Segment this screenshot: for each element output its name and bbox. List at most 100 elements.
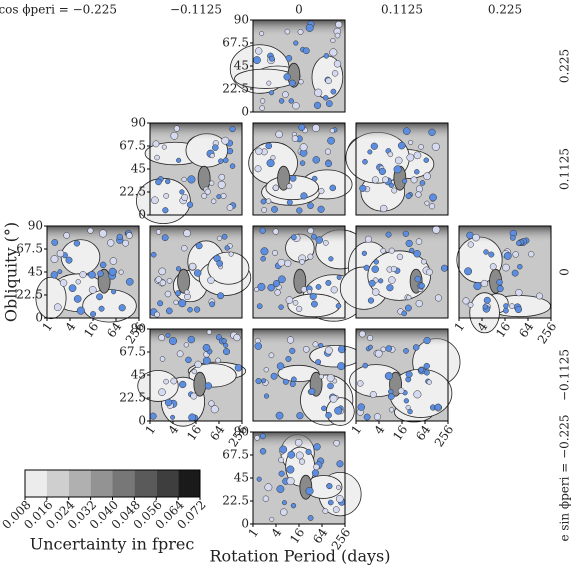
sample-point [170,131,179,140]
sample-point [76,306,85,315]
sample-point [221,338,227,344]
sample-point [287,450,296,459]
sample-point [511,269,519,277]
y-tick-label: 0 [138,208,146,222]
sample-point [87,227,94,234]
sample-point [298,458,306,465]
sample-point [88,270,96,279]
sample-point [286,199,293,206]
sample-point [260,247,269,256]
sample-point [472,233,480,242]
sample-point [65,256,73,264]
sample-point [158,334,165,342]
sample-point [155,178,162,186]
sample-point [305,23,314,32]
sample-point [362,362,369,369]
sample-point [201,192,208,199]
sample-point [263,367,269,373]
sample-point [334,32,341,39]
x-tick-label: 1 [142,423,158,437]
sample-point [296,305,303,312]
sample-point [289,347,296,354]
sample-point [363,264,370,271]
sample-point [175,266,182,272]
sample-point [364,235,372,243]
sample-point [429,203,436,210]
sample-point [99,261,107,269]
sample-point [173,299,179,305]
sample-point [125,278,134,286]
sample-point [209,180,215,186]
sample-point [336,460,344,468]
sample-point [378,167,386,175]
sample-point [336,274,342,280]
sample-point [307,515,314,521]
sample-point [288,98,294,104]
panel-frame [252,225,346,319]
sample-point [165,332,171,338]
y-tick-label: 45 [131,368,146,382]
sample-point [285,296,294,304]
x-tick-label: 4 [268,525,284,540]
sample-point [170,377,178,385]
sample-point [210,198,217,204]
sample-point [280,508,288,516]
sample-point [312,124,320,133]
sample-point [193,269,202,277]
sample-point [266,80,272,86]
colorbar-swatch [25,470,47,497]
sample-point [275,130,283,139]
sample-point [166,277,173,284]
sample-point [56,249,65,258]
sample-point [216,260,224,267]
row-label: 0.225 [558,49,572,83]
sample-point [265,142,273,150]
sample-point [426,268,433,276]
sample-point [483,249,489,255]
sample-point [489,263,497,271]
x-tick-label: 1 [245,526,261,540]
sample-point [359,330,366,338]
sample-point [311,175,318,182]
x-tick-label: 1 [39,320,55,334]
sample-point [482,304,488,310]
sample-point [327,382,334,390]
sample-point [329,128,335,134]
x-tick-label: 16 [287,526,307,547]
sample-point [163,192,170,199]
sample-point [282,91,289,98]
sample-point [162,207,169,214]
sample-point [419,180,426,186]
sample-point [254,342,262,350]
sample-point [517,263,523,270]
sample-point [396,253,404,261]
sample-point [299,160,306,166]
sample-point [386,284,394,292]
sample-point [165,178,171,185]
sample-point [170,414,176,420]
sample-point [297,29,304,35]
sample-point [325,279,332,286]
sample-point [111,289,117,295]
sample-point [260,198,267,205]
y-tick-label: 22.5 [119,185,146,199]
sample-point [313,463,320,471]
sample-point [293,40,299,46]
sample-point [209,301,216,308]
sample-point [277,258,286,267]
panel [345,122,449,216]
sample-point [202,343,211,352]
panel-frame [355,122,449,216]
sample-point [79,271,87,279]
x-tick-label: 64 [310,525,330,546]
sample-point [415,185,423,193]
sample-point [259,98,266,104]
sample-point [188,262,197,271]
sample-point [335,21,343,29]
sample-point [321,405,327,412]
colorbar-swatch [178,470,200,497]
sample-point [418,366,425,373]
y-tick-label: 90 [28,219,43,233]
sample-point [423,369,430,376]
sample-point [514,305,523,314]
